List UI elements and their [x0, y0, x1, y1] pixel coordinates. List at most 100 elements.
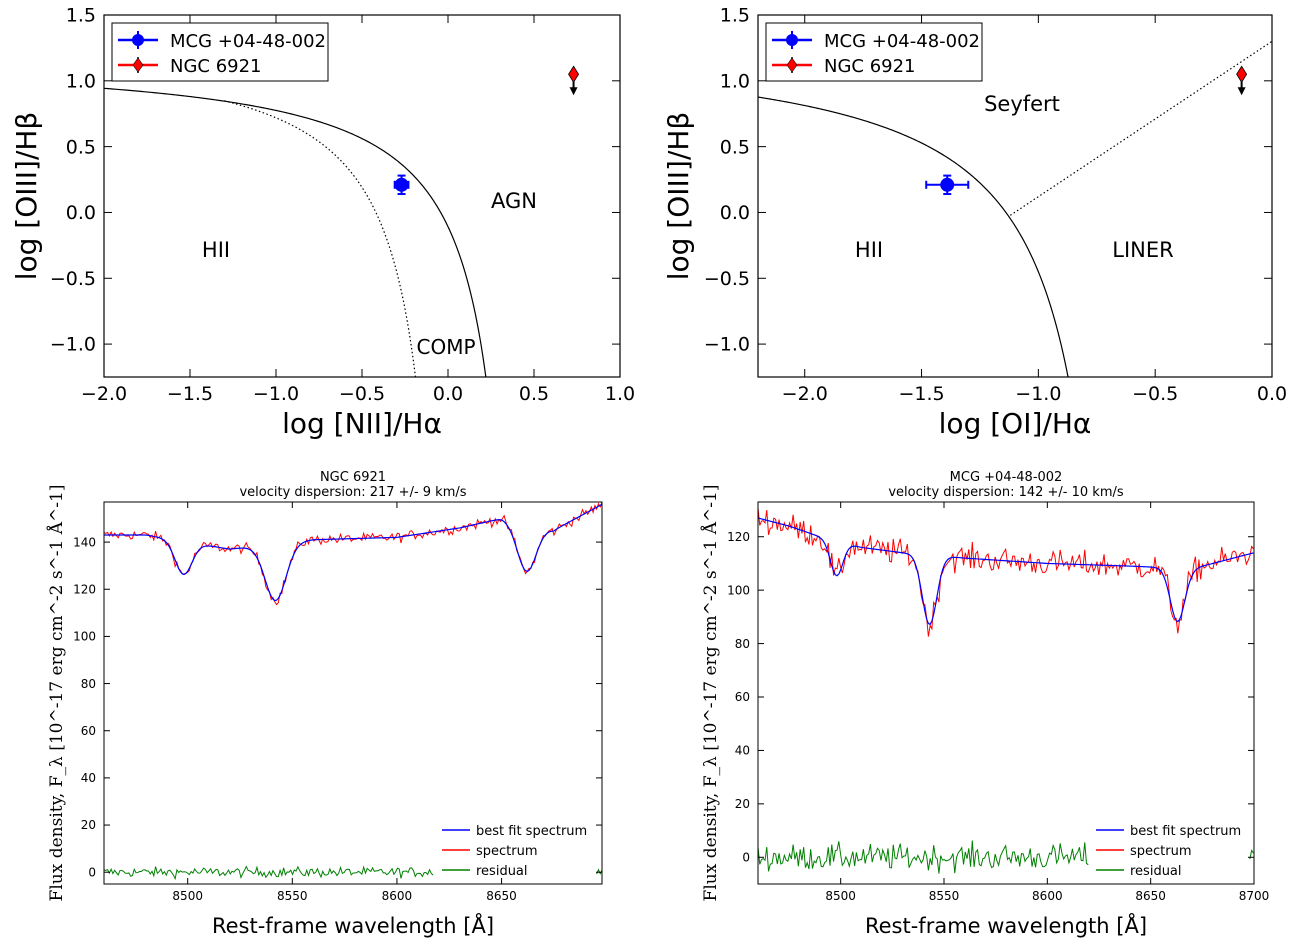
x-tick-label: 8500: [172, 889, 203, 903]
y-tick-label: 20: [735, 797, 750, 811]
legend: best fit spectrum spectrum residual: [442, 824, 587, 879]
legend: MCG +04-48-002 NGC 6921: [765, 22, 983, 82]
y-tick-label: 60: [735, 690, 750, 704]
spectrum-mcg-plot-area: [758, 507, 1254, 874]
data-point-mcg: [940, 177, 955, 192]
y-tick-label: 100: [727, 583, 750, 597]
bpt-oi-points: [925, 65, 1248, 196]
bpt-oi-panel: −2.0 −1.5 −1.0 −0.5 0.0 −1.0 −0.5 0.0 0.5 1.0 1.5…: [662, 5, 1287, 440]
bpt-oi-y-ticks: −1.0 −0.5 0.0 0.5 1.0 1.5: [704, 5, 1272, 356]
x-tick-label: −1.0: [1015, 383, 1061, 405]
bpt-nii-y-ticks: −1.0 −0.5 0.0 0.5 1.0 1.5: [50, 5, 620, 356]
x-tick-label: 0.5: [519, 383, 549, 405]
legend-label-residual: residual: [1130, 864, 1182, 879]
upper-limit-arrow: [569, 87, 578, 96]
legend-frame: [111, 22, 329, 82]
legend-label-best-fit: best fit spectrum: [1130, 824, 1241, 839]
legend-label-mcg: MCG +04-48-002: [824, 31, 980, 52]
spectrum-ngc6921-y-ticks: 0 20 40 60 80 100 120 140: [73, 535, 602, 879]
bpt-oi-plot-area: [758, 40, 1272, 377]
y-tick-label: 1.5: [720, 5, 750, 27]
x-axis-label: Rest-frame wavelength [Å]: [212, 912, 494, 938]
bpt-oi-axes-frame: [757, 14, 1273, 378]
y-tick-label: 0: [742, 850, 750, 864]
x-tick-label: 8650: [1135, 889, 1166, 903]
y-tick-label: 120: [73, 582, 96, 596]
bpt-nii-plot-area: [104, 65, 580, 377]
legend-frame: [765, 22, 983, 82]
x-tick-label: 8700: [1239, 889, 1270, 903]
x-axis-label: log [NII]/Hα: [282, 407, 442, 440]
kewley-oi-curve: [758, 96, 1069, 377]
legend-marker-ngc: [132, 57, 144, 73]
x-tick-label: 8600: [382, 889, 413, 903]
legend: MCG +04-48-002 NGC 6921: [111, 22, 329, 82]
x-tick-label: −0.5: [1132, 383, 1178, 405]
legend-marker-mcg: [132, 34, 144, 46]
best-fit-line: [758, 517, 1254, 626]
x-tick-label: 1.0: [605, 383, 635, 405]
legend-label-spectrum: spectrum: [476, 844, 538, 859]
spectrum-mcg-panel: MCG +04-48-002 velocity dispersion: 142 …: [700, 470, 1269, 938]
spectrum-line: [104, 502, 602, 606]
y-axis-label: log [OIII]/Hβ: [662, 112, 695, 281]
spectrum-line: [758, 507, 1254, 637]
bpt-oi-x-ticks: −2.0 −1.5 −1.0 −0.5 0.0: [782, 15, 1287, 405]
x-tick-label: 8600: [1032, 889, 1063, 903]
region-label-hii-oi: HII: [855, 238, 883, 262]
x-tick-label: 8550: [277, 889, 308, 903]
y-tick-label: 0: [88, 865, 96, 879]
spectrum-ngc6921-panel: NGC 6921 velocity dispersion: 217 +/- 9 …: [46, 470, 603, 938]
spectrum-ngc6921-plot-area: [104, 502, 602, 881]
y-tick-label: 60: [81, 724, 96, 738]
x-tick-label: −2.0: [81, 383, 127, 405]
region-label-hii: HII: [202, 238, 230, 262]
y-tick-label: 80: [735, 637, 750, 651]
x-tick-label: 0.0: [433, 383, 463, 405]
x-axis-label: Rest-frame wavelength [Å]: [865, 912, 1147, 938]
y-tick-label: 40: [735, 744, 750, 758]
best-fit-line: [104, 503, 602, 602]
legend-label-best-fit: best fit spectrum: [476, 824, 587, 839]
x-tick-label: −1.0: [253, 383, 299, 405]
y-tick-label: 0.0: [720, 202, 750, 224]
x-tick-label: −1.5: [167, 383, 213, 405]
region-label-comp: COMP: [416, 335, 475, 359]
chart-subtitle: velocity dispersion: 217 +/- 9 km/s: [239, 485, 466, 500]
kauffmann-curve: [224, 100, 417, 377]
x-tick-label: −1.5: [898, 383, 944, 405]
region-label-liner: LINER: [1112, 238, 1173, 262]
y-tick-label: −1.0: [50, 334, 96, 356]
spectrum-ngc6921-x-ticks: 8500 8550 8600 8650: [172, 502, 517, 903]
y-tick-label: −1.0: [704, 334, 750, 356]
y-tick-label: −0.5: [50, 268, 96, 290]
x-tick-label: −2.0: [782, 383, 828, 405]
spectrum-mcg-axes-frame: [757, 501, 1255, 885]
y-tick-label: 1.0: [720, 70, 750, 92]
spectrum-mcg-x-ticks: 8500 8550 8600 8650 8700: [825, 502, 1269, 903]
residual-line: [758, 840, 1254, 874]
legend-label-residual: residual: [476, 864, 528, 879]
x-axis-label: log [OI]/Hα: [939, 407, 1092, 440]
y-tick-label: 80: [81, 677, 96, 691]
y-tick-label: 0.0: [66, 202, 96, 224]
y-axis-label: log [OIII]/Hβ: [10, 112, 43, 281]
kewley-curve: [104, 87, 487, 377]
legend-label-mcg: MCG +04-48-002: [170, 31, 326, 52]
legend-label-ngc: NGC 6921: [170, 56, 262, 77]
legend-label-ngc: NGC 6921: [824, 56, 916, 77]
legend: best fit spectrum spectrum residual: [1096, 824, 1241, 879]
chart-subtitle: velocity dispersion: 142 +/- 10 km/s: [888, 485, 1124, 500]
data-point-ngc: [568, 65, 580, 83]
y-tick-label: 0.5: [720, 136, 750, 158]
bpt-nii-panel: −2.0 −1.5 −1.0 −0.5 0.0 0.5 1.0 −1.0 −0.5 0.0 0.5…: [10, 5, 635, 440]
y-tick-label: 120: [727, 530, 750, 544]
y-tick-label: 40: [81, 771, 96, 785]
y-tick-label: 20: [81, 818, 96, 832]
upper-limit-arrow: [1237, 87, 1246, 96]
y-tick-label: 100: [73, 630, 96, 644]
legend-marker-mcg: [786, 34, 798, 46]
region-label-agn: AGN: [491, 189, 537, 213]
x-tick-label: 0.0: [1257, 383, 1287, 405]
